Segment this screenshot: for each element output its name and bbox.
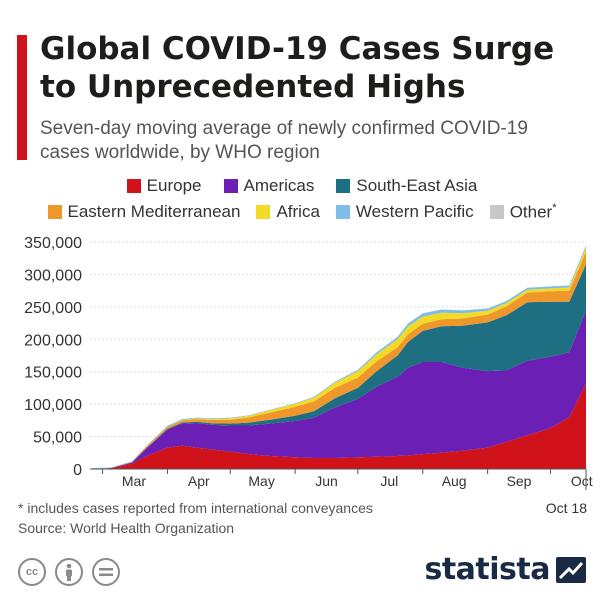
source-note: Source: World Health Organization [18, 520, 235, 536]
legend-item-americas: Americas [223, 176, 315, 196]
chart-title: Global COVID-19 Cases Surge to Unprecede… [40, 31, 555, 105]
creative-commons-icon[interactable]: cc [18, 558, 46, 586]
legend-item-africa: Africa [256, 202, 320, 223]
legend-swatch-other [489, 205, 504, 220]
legend-swatch-americas [223, 179, 238, 193]
y-tick-label: 150,000 [24, 365, 82, 382]
y-tick-label: 100,000 [24, 397, 82, 414]
x-tick-label: Mar [122, 473, 146, 489]
legend-label-south-east-asia: South-East Asia [356, 176, 478, 195]
y-tick-label: 300,000 [24, 267, 82, 284]
y-tick-label: 350,000 [24, 235, 82, 252]
legend-label-americas: Americas [243, 176, 315, 195]
area-series [92, 245, 586, 469]
legend-row-1: Europe Americas South-East Asia [0, 176, 604, 196]
x-axis-ticks: Mar Apr May Jun Jul Aug Sep Oct [90, 468, 593, 490]
legend-item-europe: Europe [126, 176, 202, 196]
legend-item-other: Other* [489, 202, 557, 223]
area-europe [92, 383, 586, 469]
no-derivatives-icon[interactable] [92, 558, 120, 586]
x-tick-label: Aug [442, 473, 467, 489]
legend-item-south-east-asia: South-East Asia [336, 176, 477, 196]
footnote: * includes cases reported from internati… [18, 500, 373, 516]
area-americas [92, 310, 586, 469]
legend-label-eastern-mediterranean: Eastern Mediterranean [67, 202, 241, 222]
legend-swatch-europe [126, 179, 141, 193]
legend-label-western-pacific: Western Pacific [355, 202, 474, 222]
y-axis-ticks: 0 50,000 100,000 150,000 200,000 250,000 300,0… [24, 235, 82, 479]
legend-label-africa: Africa [276, 202, 320, 222]
legend-row-2: Eastern Mediterranean Africa Western Pac… [0, 202, 604, 223]
legend-label-other: Other* [509, 202, 557, 222]
legend-swatch-south-east-asia [336, 179, 351, 193]
legend-swatch-africa [256, 205, 271, 220]
statista-logo-text: statista [424, 552, 550, 587]
y-tick-label: 0 [73, 462, 82, 479]
stacked-area-chart: 0 50,000 100,000 150,000 200,000 250,000 300,0… [24, 235, 593, 490]
y-tick-label: 200,000 [24, 332, 82, 349]
area-south-east-asia [92, 264, 586, 469]
x-tick-label: Apr [188, 473, 210, 489]
legend-label-europe: Europe [146, 176, 202, 195]
y-tick-label: 50,000 [33, 430, 82, 447]
legend-item-eastern-mediterranean: Eastern Mediterranean [47, 202, 241, 223]
statista-logo[interactable]: statista [424, 552, 586, 587]
legend-swatch-eastern-mediterranean [47, 205, 62, 220]
legend-item-western-pacific: Western Pacific [335, 202, 474, 223]
x-tick-label: Oct [571, 473, 593, 489]
accent-bar [17, 35, 27, 160]
chart-subtitle: Seven-day moving average of newly confir… [40, 118, 528, 163]
legend-swatch-western-pacific [335, 205, 350, 220]
attribution-icon[interactable] [55, 558, 83, 586]
y-tick-label: 250,000 [24, 300, 82, 317]
x-tick-label: Jul [380, 473, 398, 489]
statista-logo-icon [556, 556, 586, 583]
license-icons: cc [18, 558, 120, 586]
end-date-label: Oct 18 [545, 500, 587, 516]
x-tick-label: Sep [507, 473, 532, 489]
x-tick-label: Jun [315, 473, 338, 489]
x-tick-label: May [248, 473, 274, 489]
